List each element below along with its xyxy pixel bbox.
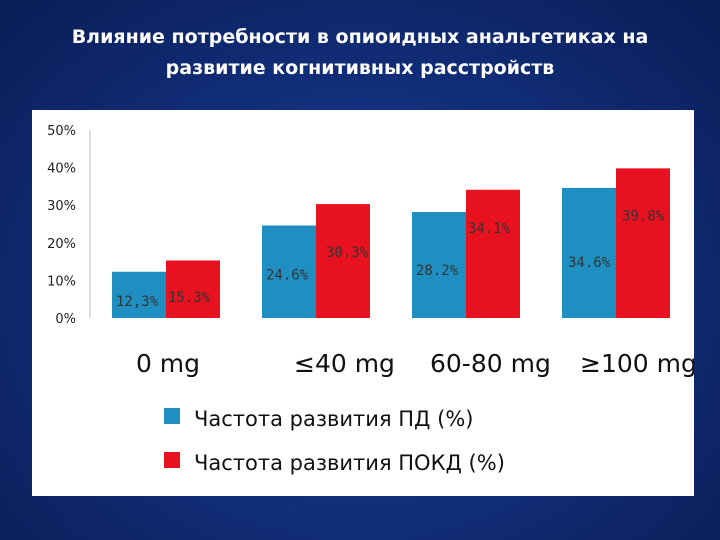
legend-swatch-pd <box>164 408 180 424</box>
bar-pokd-2 <box>466 189 520 318</box>
data-label-pokd-0: 15.3% <box>168 290 211 306</box>
legend-label-pd: Частота развития ПД (%) <box>194 407 473 431</box>
data-label-pd-2: 28.2% <box>416 263 459 279</box>
bar-pokd-1 <box>316 204 370 318</box>
bar-chart: 0% 10% 20% 30% 40% 50% 12,3% 15.3% 24.6% 30.3% 28… <box>47 124 694 475</box>
legend-label-pokd: Частота развития ПОКД (%) <box>194 451 505 475</box>
chart-title-line-1: Влияние потребности в опиоидных анальгет… <box>71 26 649 48</box>
data-label-pokd-1: 30.3% <box>326 245 369 261</box>
y-tick-label: 10% <box>47 274 76 289</box>
data-label-pd-0: 12,3% <box>116 294 159 310</box>
x-category-label: ≥100 mg <box>580 349 694 378</box>
x-category-label: ≤40 mg <box>294 349 395 378</box>
bar-pokd-3 <box>616 168 670 318</box>
legend-swatch-pokd <box>164 452 180 468</box>
bar-pd-0 <box>112 271 166 318</box>
y-tick-label: 20% <box>47 237 76 252</box>
chart-title: Влияние потребности в опиоидных анальгет… <box>20 22 700 84</box>
data-label-pokd-2: 34.1% <box>468 221 511 237</box>
bar-pokd-0 <box>166 260 220 318</box>
y-tick-label: 0% <box>55 312 76 327</box>
bar-pd-2 <box>412 211 466 318</box>
x-category-label: 60-80 mg <box>430 349 551 378</box>
chart-title-line-2: развитие когнитивных расстройств <box>165 57 555 79</box>
y-tick-label: 30% <box>47 199 76 214</box>
bar-pd-1 <box>262 225 316 318</box>
data-label-pd-3: 34.6% <box>568 255 611 271</box>
chart-panel: 0% 10% 20% 30% 40% 50% 12,3% 15.3% 24.6% 30.3% 28… <box>32 110 694 496</box>
bar-pd-3 <box>562 187 616 318</box>
y-tick-label: 50% <box>47 124 76 139</box>
x-category-label: 0 mg <box>136 349 200 378</box>
y-tick-label: 40% <box>47 162 76 177</box>
data-label-pd-1: 24.6% <box>266 267 309 283</box>
data-label-pokd-3: 39.8% <box>622 208 665 224</box>
